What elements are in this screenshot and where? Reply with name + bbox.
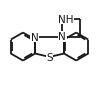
Text: S: S bbox=[46, 52, 53, 62]
Text: NH: NH bbox=[58, 15, 74, 25]
Text: N: N bbox=[58, 32, 66, 42]
Text: N: N bbox=[31, 32, 38, 42]
